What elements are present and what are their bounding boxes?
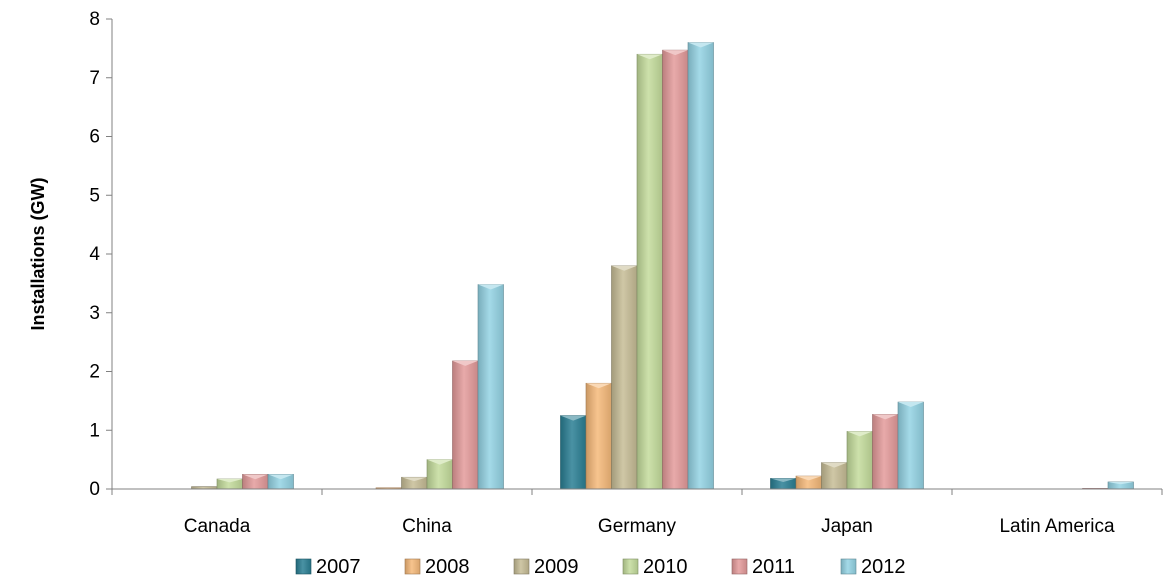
x-category-label: Germany <box>598 516 677 537</box>
bar <box>242 474 269 490</box>
legend-label: 2009 <box>534 556 579 578</box>
y-tick-label: 4 <box>89 244 100 265</box>
bar <box>452 360 479 490</box>
bar <box>662 49 689 490</box>
bars-group <box>191 42 1134 490</box>
bar <box>687 42 714 490</box>
legend: 2007 2008 2009 2010 2011 2012 <box>295 556 906 578</box>
x-axis-ticks: Canada China Germany Japan Latin America <box>111 489 1163 537</box>
legend-item: 2009 <box>513 556 579 578</box>
bar <box>585 382 612 490</box>
legend-swatch <box>840 558 857 575</box>
legend-swatch <box>513 558 530 575</box>
bar <box>401 476 428 490</box>
y-tick-label: 2 <box>89 362 100 383</box>
bar <box>426 459 453 490</box>
legend-swatch <box>404 558 421 575</box>
legend-item: 2011 <box>731 556 795 578</box>
y-axis-label: Installations (GW) <box>28 177 48 330</box>
bar <box>1107 481 1134 490</box>
bar <box>216 478 243 490</box>
bar <box>770 478 797 490</box>
bar <box>636 53 663 490</box>
legend-swatch <box>622 558 639 575</box>
bar <box>821 462 848 490</box>
bar <box>560 415 587 490</box>
legend-swatch <box>295 558 312 575</box>
x-category-label: China <box>402 516 452 537</box>
legend-item: 2008 <box>404 556 470 578</box>
y-tick-label: 6 <box>89 127 100 148</box>
y-axis-ticks: 0 1 2 3 4 5 6 7 8 <box>89 9 112 500</box>
x-category-label: Canada <box>184 516 251 537</box>
y-tick-label: 8 <box>89 9 100 30</box>
legend-item: 2010 <box>622 556 688 578</box>
y-tick-label: 3 <box>89 303 100 324</box>
y-tick-label: 7 <box>89 68 100 89</box>
legend-item: 2007 <box>295 556 361 578</box>
y-tick-label: 0 <box>89 479 100 500</box>
plot-area: 0 1 2 3 4 5 6 7 8 Canada China Germany Japan Latin A… <box>89 9 1163 537</box>
legend-label: 2008 <box>425 556 470 578</box>
x-category-label: Japan <box>821 516 873 537</box>
legend-item: 2012 <box>840 556 906 578</box>
legend-label: 2007 <box>316 556 361 578</box>
bar <box>477 284 504 490</box>
legend-label: 2010 <box>643 556 688 578</box>
bar <box>795 475 822 490</box>
legend-swatch <box>731 558 748 575</box>
bar <box>872 414 899 490</box>
legend-label: 2011 <box>752 556 795 578</box>
y-tick-label: 5 <box>89 185 100 206</box>
bar <box>611 265 638 490</box>
bar <box>846 431 873 490</box>
y-tick-label: 1 <box>89 420 100 441</box>
legend-label: 2012 <box>861 556 906 578</box>
bar <box>267 474 294 490</box>
bar <box>897 401 924 490</box>
x-category-label: Latin America <box>999 516 1115 537</box>
